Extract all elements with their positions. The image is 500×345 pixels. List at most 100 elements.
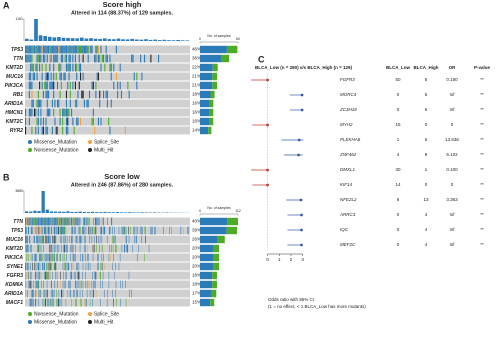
mutation-cell <box>68 217 70 226</box>
mutation-cell <box>93 289 94 298</box>
mutation-cell <box>71 244 73 253</box>
mutation-cell <box>32 289 33 298</box>
mutation-cell <box>69 289 71 298</box>
count-bar <box>200 63 213 72</box>
tmb-bar <box>43 36 47 41</box>
mutation-cell <box>28 54 30 63</box>
mutation-cell <box>49 253 51 262</box>
mutation-cell <box>70 253 71 262</box>
mutation-cell <box>63 72 65 81</box>
mutation-cell <box>87 54 89 63</box>
pct-label: 16% <box>192 101 201 106</box>
mutation-cell <box>50 298 52 307</box>
mutation-cell <box>75 235 77 244</box>
mutation-cell <box>69 54 71 63</box>
mutation-cell <box>116 298 117 307</box>
mutation-cell <box>90 226 91 235</box>
mutation-cell <box>25 289 27 298</box>
count-bar-part <box>210 90 215 99</box>
mutation-cell <box>35 271 36 280</box>
mutation-cell <box>94 280 96 289</box>
mutation-cell <box>97 72 99 81</box>
mutation-cell <box>111 217 113 226</box>
mutation-cell <box>25 271 27 280</box>
mutation-cell <box>81 45 83 54</box>
mutation-cell <box>30 271 31 280</box>
mutation-cell <box>57 226 58 235</box>
odds-ratio: 0.180 <box>446 77 458 82</box>
mutation-cell <box>75 244 76 253</box>
mutation-cell <box>65 108 68 117</box>
mutation-cell <box>58 289 60 298</box>
p-value: ** <box>480 92 484 97</box>
high-count: 1 <box>425 167 428 172</box>
mutation-cell <box>108 280 110 289</box>
mutation-cell <box>75 280 77 289</box>
mutation-cell <box>40 226 41 235</box>
mutation-cell <box>65 271 66 280</box>
mutation-cell <box>69 217 70 226</box>
mutation-cell <box>57 217 58 226</box>
mutation-cell <box>100 271 101 280</box>
mutation-cell <box>40 217 41 226</box>
mutation-cell <box>67 126 69 135</box>
mutation-cell <box>53 298 54 307</box>
mutation-cell <box>30 262 31 271</box>
mutation-cell <box>67 117 69 126</box>
mutation-cell <box>77 45 79 54</box>
pct-label: 39% <box>192 228 201 233</box>
mutation-cell <box>59 226 61 235</box>
x-tick-label: 2 <box>290 257 293 262</box>
mutation-cell <box>60 271 61 280</box>
mutation-cell <box>52 217 54 226</box>
mutation-cell <box>56 99 59 108</box>
low-count: 0 <box>397 212 400 217</box>
p-value: ** <box>480 167 484 172</box>
mutation-cell <box>46 271 47 280</box>
mutation-cell <box>122 280 123 289</box>
mutation-cell <box>55 271 56 280</box>
mutation-cell <box>42 235 44 244</box>
mutation-cell <box>33 217 34 226</box>
mutation-cell <box>29 217 31 226</box>
pct-label: 20% <box>192 255 201 260</box>
count-bar-part <box>210 298 215 307</box>
mutation-cell <box>50 289 52 298</box>
estimate-point <box>266 123 269 127</box>
mutation-cell <box>99 90 101 99</box>
count-bar-part <box>213 262 219 271</box>
mutation-cell <box>65 235 66 244</box>
mutation-cell <box>92 81 94 90</box>
row-background <box>25 108 190 117</box>
mutation-cell <box>61 298 63 307</box>
p-value: ** <box>480 212 484 217</box>
mutation-cell <box>37 262 39 271</box>
mutation-cell <box>49 63 51 72</box>
mutation-cell <box>112 226 113 235</box>
mutation-cell <box>65 90 68 99</box>
mutation-cell <box>49 244 50 253</box>
gene-label: MEF2C <box>340 242 356 247</box>
mutation-cell <box>46 217 48 226</box>
row-background <box>25 72 190 81</box>
odds-ratio: 3.363 <box>446 197 458 202</box>
mutation-cell <box>80 253 81 262</box>
mutation-cell <box>37 217 39 226</box>
mutation-cell <box>107 289 109 298</box>
mutation-cell <box>40 45 42 54</box>
mutation-cell <box>54 235 55 244</box>
mutation-cell <box>36 217 38 226</box>
mutation-cell <box>46 226 48 235</box>
mutation-cell <box>49 262 50 271</box>
mutation-cell <box>86 45 88 54</box>
tmb-bar <box>140 212 144 213</box>
mutation-cell <box>25 262 26 271</box>
mutation-cell <box>46 262 47 271</box>
mutation-cell <box>27 289 28 298</box>
mutation-cell <box>116 244 117 253</box>
odds-ratio: 0 <box>451 182 454 187</box>
tmb-bar <box>80 37 84 41</box>
mutation-cell <box>124 226 125 235</box>
mutation-cell <box>56 253 57 262</box>
mutation-cell <box>42 235 43 244</box>
